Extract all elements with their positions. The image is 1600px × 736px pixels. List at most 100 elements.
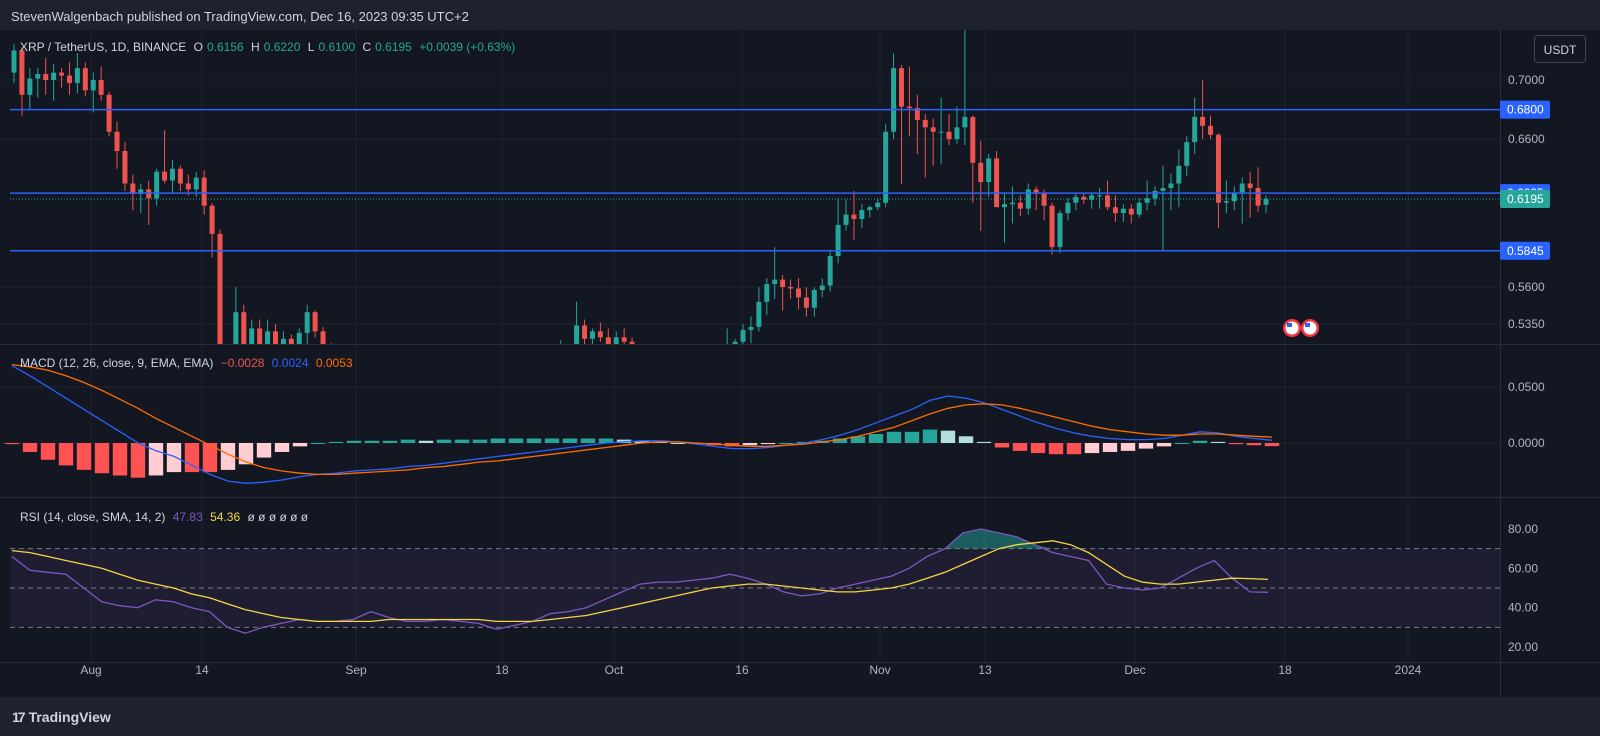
candle-body [1192,116,1198,143]
candle-body [304,312,310,333]
candle-body [1073,196,1079,203]
macd-histogram-bar [310,443,326,444]
candle-body [90,80,96,91]
rsi-line [11,528,1269,634]
candle-body [851,214,857,220]
symbol-header: XRP / TetherUS, 1D, BINANCE O 0.6156 H 0.6… [20,40,519,54]
chart-area[interactable]: 0.70000.66000.56000.53500.68000.62350.58… [0,30,1600,697]
rsi-overbought-fill [980,529,999,549]
macd-histogram-bar [742,443,758,446]
macd-histogram-bar [400,439,416,443]
candle-body [98,80,104,95]
time-tick-label: 2024 [1395,663,1422,677]
symbol-name[interactable]: XRP / TetherUS, 1D, BINANCE [20,40,187,54]
candle-body [82,68,88,91]
macd-histogram-bar [238,443,254,465]
tradingview-logo-text: TradingView [28,709,111,725]
candle-body [106,94,112,132]
macd-histogram-bar [832,438,848,443]
macd-histogram-bar [472,439,488,443]
macd-histogram-bar [1048,443,1064,455]
candle-body [1065,202,1071,214]
macd-histogram-bar [364,440,380,443]
macd-histogram-bar [148,443,164,476]
open-value: 0.6156 [206,40,244,54]
macd-histogram-bar [994,443,1010,448]
rsi-ma-line [11,540,1269,623]
macd-histogram-bar [544,438,560,443]
level-price-badge [1500,241,1550,260]
rsi-header: RSI (14, close, SMA, 14, 2) 47.83 54.36 … [20,510,312,524]
candle-body [19,50,25,95]
candle-body [582,325,588,339]
candle-body [74,68,80,83]
time-tick-label: 18 [1278,663,1292,677]
candle-body [1168,183,1174,188]
candle-body [1215,134,1221,203]
macd-histogram-bar [490,438,506,443]
macd-histogram-bar [778,443,794,444]
rsi-tick-label: 80.00 [1508,522,1538,536]
macd-line-value: 0.0024 [271,356,309,370]
candle-body [1057,213,1063,248]
level-price-label: 0.6800 [1507,103,1544,117]
candle-body [1152,190,1158,199]
candle-body [35,74,41,79]
candle-body [605,337,611,344]
price-axis-background [1500,30,1600,662]
macd-signal-value: 0.0053 [315,356,353,370]
candle-body [946,131,952,140]
candle-body [1263,199,1269,205]
candle-body [922,119,928,128]
macd-histogram-bar [1228,443,1244,445]
candle-body [1184,142,1190,166]
macd-histogram-bar [382,440,398,443]
macd-title[interactable]: MACD (12, 26, close, 9, EMA, EMA) [20,356,214,370]
candle-body [906,106,912,109]
macd-histogram-bar [670,443,686,444]
candle-body [272,331,278,344]
macd-histogram-bar [886,431,902,443]
macd-histogram-bar [1030,443,1046,454]
close-label: C [362,40,372,54]
rsi-title[interactable]: RSI (14, close, SMA, 14, 2) [20,510,166,524]
macd-line [11,365,1273,484]
candle-body [114,131,120,151]
candle-body [59,72,65,76]
candle-body [1081,196,1087,200]
macd-histogram-bar [904,431,920,443]
candle-body [66,75,72,83]
macd-histogram-bar [1120,443,1136,451]
level-price-label: 0.5845 [1507,244,1544,258]
candle-body [1017,202,1023,209]
high-value: 0.6220 [263,40,301,54]
currency-button[interactable]: USDT [1534,35,1586,63]
rsi-overbought-fill [1016,536,1035,549]
macd-histogram-bar [1156,443,1172,447]
macd-histogram-bar [580,438,596,443]
macd-tick-label: 0.0000 [1508,436,1545,450]
candle-body [891,68,897,132]
macd-histogram-bar [1138,443,1154,449]
candle-body [732,341,738,344]
candle-body [1033,189,1039,193]
macd-histogram-bar [850,436,866,443]
candle-body [122,150,128,184]
macd-histogram-bar [1264,443,1280,447]
candle-body [296,332,302,344]
candle-body [249,328,255,344]
change-value: +0.0039 (+0.63%) [419,40,516,54]
macd-histogram-bar [292,443,308,447]
candle-body [962,116,968,128]
candle-body [51,72,57,81]
candle-body [986,158,992,183]
tradingview-logo[interactable]: 17 TradingView [12,709,111,725]
high-label: H [251,40,260,54]
macd-histogram-bar [112,443,128,476]
candle-body [288,338,294,344]
candle-body [898,68,904,107]
candle-body [970,116,976,163]
macd-histogram-bar [526,438,542,443]
candle-body [748,326,754,330]
candle-body [883,131,889,203]
